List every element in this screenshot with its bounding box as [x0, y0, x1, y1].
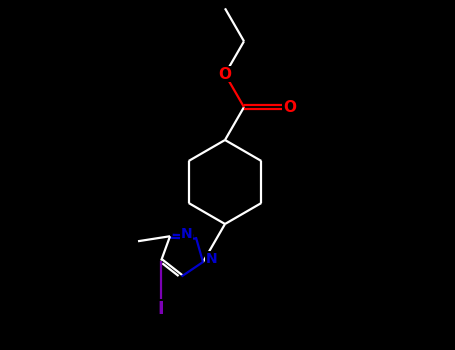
Text: I: I: [158, 300, 165, 317]
Text: N: N: [181, 227, 192, 241]
Text: N: N: [206, 252, 218, 266]
Text: O: O: [283, 100, 297, 114]
Text: O: O: [218, 67, 232, 82]
